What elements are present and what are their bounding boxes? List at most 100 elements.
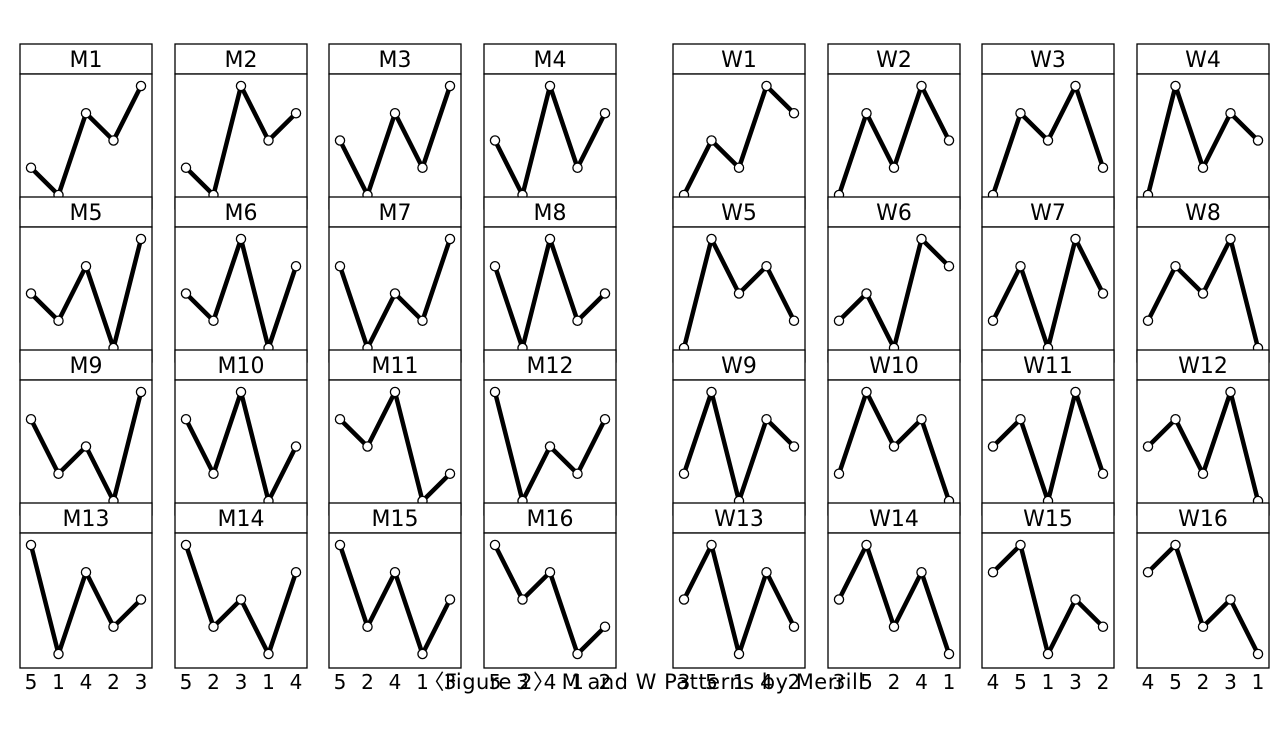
pattern-point xyxy=(290,260,302,272)
sequence-label: 5 xyxy=(489,670,502,694)
pattern-point xyxy=(417,648,428,660)
panel-title: M9 xyxy=(70,354,103,379)
pattern-point xyxy=(489,386,501,398)
pattern-point xyxy=(1015,413,1026,425)
panel-plot-box xyxy=(19,226,153,363)
pattern-panel-m10: M1042513 xyxy=(174,349,308,541)
panel-title: W2 xyxy=(876,48,912,73)
panel-title-box xyxy=(672,43,806,75)
panel-plot-box xyxy=(174,73,308,210)
pattern-point xyxy=(180,162,192,173)
pattern-point xyxy=(1170,80,1181,92)
panel-title: M15 xyxy=(372,507,419,532)
pattern-point xyxy=(544,233,556,245)
panel-plot-box xyxy=(483,532,617,669)
pattern-panel-m16: M16 5 3 4 1 2 xyxy=(483,502,617,694)
sequence-label: 4 xyxy=(80,670,93,694)
pattern-point xyxy=(788,108,800,119)
pattern-point xyxy=(53,468,64,479)
pattern-point xyxy=(916,413,927,425)
sequence-label: 4 xyxy=(915,670,928,694)
sequence-label: 4 xyxy=(389,670,402,694)
pattern-point xyxy=(417,315,428,326)
pattern-point xyxy=(1042,648,1054,660)
panel-title-box xyxy=(1136,502,1270,534)
pattern-point xyxy=(916,567,927,578)
panel-title: W7 xyxy=(1030,201,1066,226)
pattern-point xyxy=(1070,386,1081,398)
pattern-point xyxy=(888,162,900,173)
sequence-label: 1 xyxy=(262,670,275,694)
pattern-point xyxy=(180,288,192,299)
panel-title: W1 xyxy=(721,48,757,73)
panel-title: M6 xyxy=(225,201,258,226)
pattern-point xyxy=(1142,441,1154,452)
panel-title-box xyxy=(981,349,1115,381)
panel-title: M4 xyxy=(534,48,567,73)
pattern-point xyxy=(544,441,556,452)
sequence-label: 1 xyxy=(571,670,584,694)
pattern-point xyxy=(1015,539,1026,551)
pattern-point xyxy=(135,80,147,92)
panel-title-box xyxy=(672,196,806,228)
pattern-point xyxy=(1197,162,1209,173)
pattern-point xyxy=(861,386,872,398)
sequence-label: 4 xyxy=(987,670,1000,694)
panel-plot-box xyxy=(19,532,153,669)
panel-title: W4 xyxy=(1185,48,1221,73)
panel-title: W15 xyxy=(1023,507,1073,532)
panel-plot-box xyxy=(672,73,806,210)
pattern-point xyxy=(1097,162,1109,173)
panel-title-box xyxy=(483,502,617,534)
pattern-point xyxy=(25,288,37,299)
pattern-point xyxy=(833,594,845,605)
sequence-label: 3 xyxy=(833,670,846,694)
panel-title: M10 xyxy=(218,354,265,379)
panel-title: M8 xyxy=(534,201,567,226)
pattern-point xyxy=(180,539,192,551)
sequence-label: 5 xyxy=(334,670,347,694)
pattern-point xyxy=(208,621,219,633)
panel-title-box xyxy=(483,43,617,75)
pattern-point xyxy=(733,162,745,173)
pattern-point xyxy=(706,386,717,398)
pattern-point xyxy=(1170,260,1181,272)
sequence-label: 1 xyxy=(1252,670,1265,694)
pattern-panel-w14: W14 3 5 2 4 1 xyxy=(827,502,961,694)
panel-plot-box xyxy=(827,532,961,669)
pattern-point xyxy=(489,539,501,551)
pattern-point xyxy=(706,135,717,146)
panel-plot-box xyxy=(1136,532,1270,669)
pattern-point xyxy=(1252,648,1264,660)
pattern-point xyxy=(599,108,611,119)
pattern-point xyxy=(943,648,955,660)
panel-title: W12 xyxy=(1178,354,1228,379)
panel-title: W16 xyxy=(1178,507,1228,532)
pattern-point xyxy=(80,108,92,119)
pattern-point xyxy=(788,441,800,452)
pattern-point xyxy=(706,233,717,245)
pattern-point xyxy=(489,135,501,146)
pattern-point xyxy=(417,162,428,173)
panel-title-box xyxy=(328,502,462,534)
pattern-point xyxy=(389,567,401,578)
pattern-point xyxy=(25,413,37,425)
pattern-point xyxy=(861,288,872,299)
sequence-label: 5 xyxy=(705,670,718,694)
panel-title: M16 xyxy=(527,507,574,532)
pattern-point xyxy=(290,441,302,452)
pattern-point xyxy=(1197,621,1209,633)
sequence-label: 5 xyxy=(860,670,873,694)
pattern-point xyxy=(888,441,900,452)
pattern-panel-m1: M121435 xyxy=(19,43,153,235)
pattern-point xyxy=(135,594,147,605)
panel-title: W10 xyxy=(869,354,919,379)
panel-title-box xyxy=(19,349,153,381)
panel-title: M2 xyxy=(225,48,258,73)
figure-caption: 〈Figure 2〉 M and W Patterns by Merrill xyxy=(423,670,865,694)
panel-plot-box xyxy=(328,73,462,210)
panel-title-box xyxy=(19,196,153,228)
pattern-point xyxy=(861,539,872,551)
pattern-point xyxy=(80,441,92,452)
